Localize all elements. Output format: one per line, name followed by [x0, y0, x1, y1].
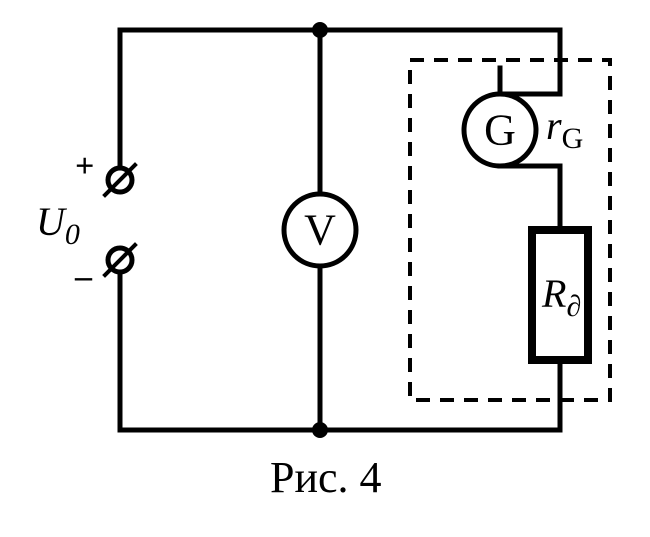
- source-minus-sign: –: [75, 258, 92, 296]
- source-plus-sign: +: [75, 148, 94, 186]
- svg-text:V: V: [304, 206, 336, 255]
- figure-caption: Рис. 4: [270, 452, 382, 503]
- source-label: U0: [36, 198, 80, 252]
- resistor-label: R∂: [542, 270, 581, 324]
- galvanometer-internal-resistance-label: rG: [546, 102, 583, 156]
- svg-text:G: G: [484, 106, 516, 155]
